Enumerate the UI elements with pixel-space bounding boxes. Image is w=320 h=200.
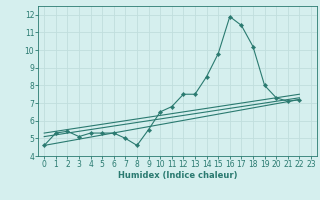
X-axis label: Humidex (Indice chaleur): Humidex (Indice chaleur): [118, 171, 237, 180]
